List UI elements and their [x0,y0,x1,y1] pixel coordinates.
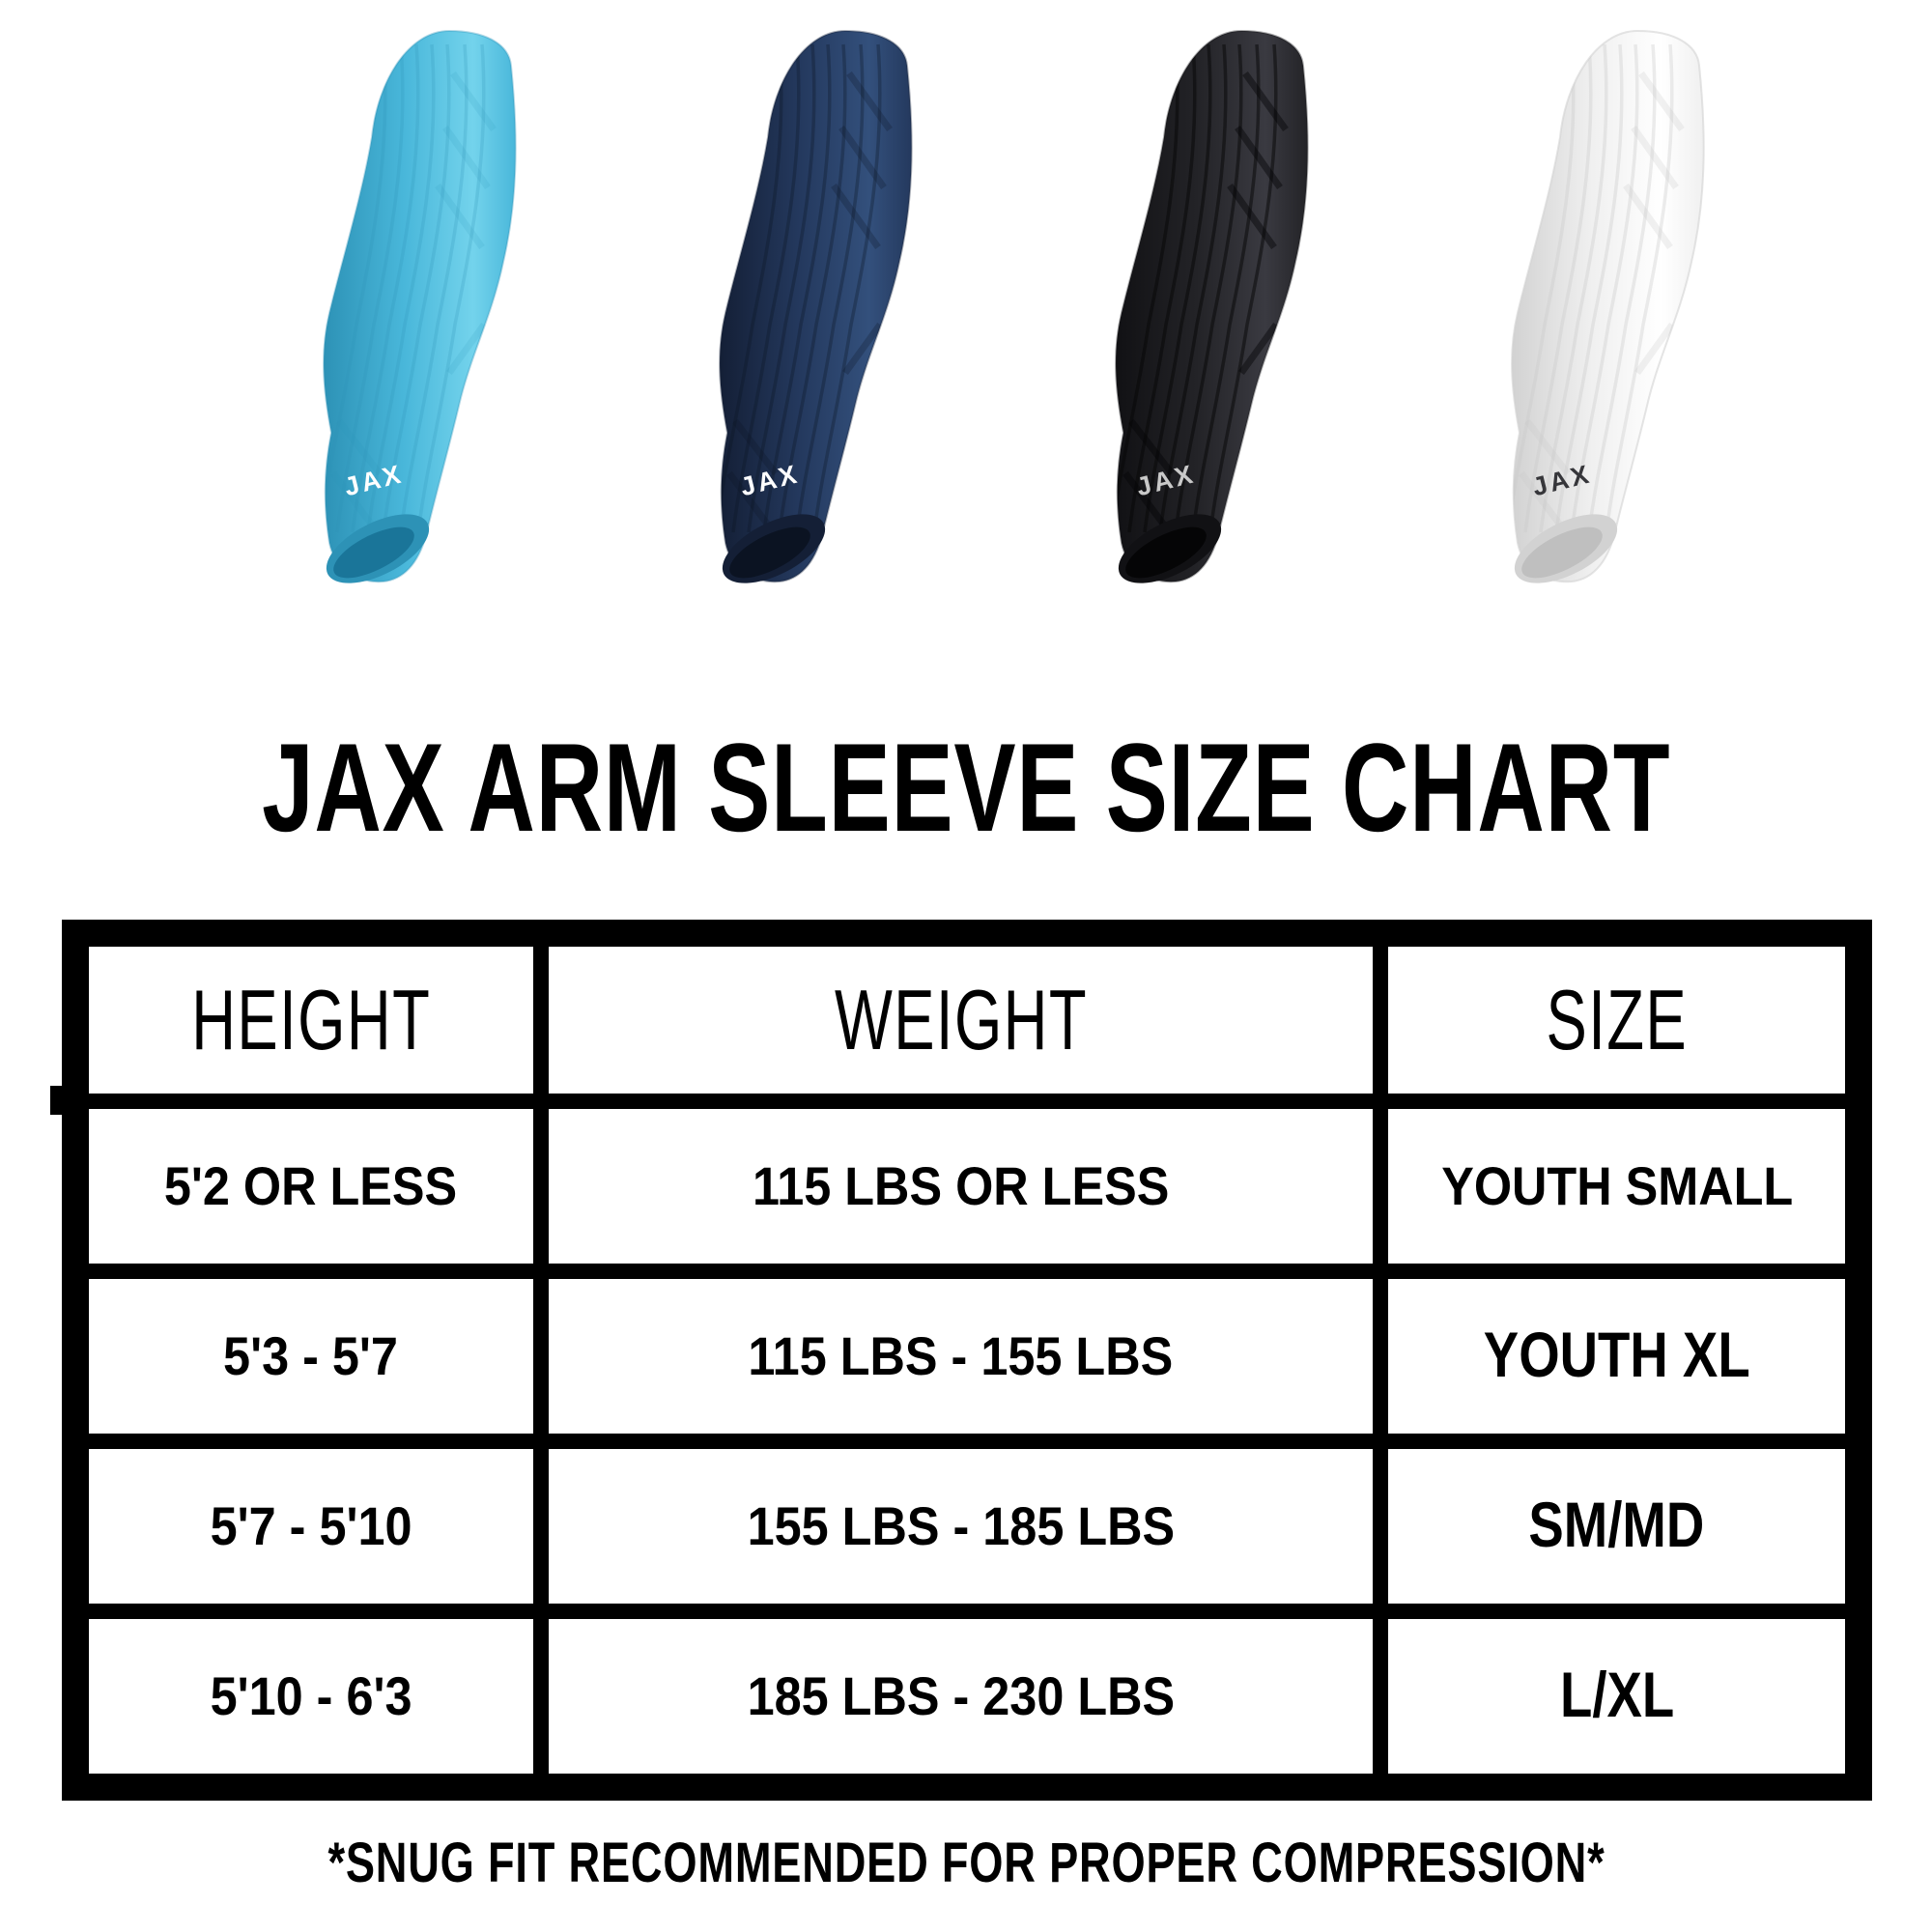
cell-row3-weight: 155 LBS - 185 LBS [548,1449,1374,1604]
cell-row4-weight: 185 LBS - 230 LBS [548,1619,1374,1774]
sleeve-body [323,29,517,583]
header-cell-weight: WEIGHT [548,947,1374,1094]
height-value: 5'2 OR LESS [164,1155,458,1216]
footnote-text: *SNUG FIT RECOMMENDED FOR PROPER COMPRES… [327,1832,1605,1894]
weight-value: 185 LBS - 230 LBS [747,1665,1175,1726]
rib-texture [1512,43,1674,533]
cuff-opening-interior [333,526,414,579]
size-value: YOUTH SMALL [1440,1155,1793,1216]
chevron-texture [330,71,497,530]
column-header-label: WEIGHT [834,972,1088,1067]
footnote: *SNUG FIT RECOMMENDED FOR PROPER COMPRES… [0,1835,1932,1891]
header-cell-height: HEIGHT [89,947,533,1094]
cell-row2-weight: 115 LBS - 155 LBS [548,1279,1374,1434]
sleeve-body [719,29,913,583]
weight-value: 115 LBS - 155 LBS [748,1325,1174,1386]
column-header-label: SIZE [1546,972,1689,1067]
header-cell-size: SIZE [1388,947,1845,1094]
arm-sleeve-image-navy: JAX [719,29,913,583]
height-value: 5'3 - 5'7 [223,1325,399,1386]
table-left-edge-mark [50,1086,66,1115]
rib-texture [324,43,486,533]
weight-value: 115 LBS OR LESS [752,1155,1170,1216]
rib-texture [1116,43,1278,533]
page-title-text: JAX ARM SLEEVE SIZE CHART [261,717,1671,858]
cell-row1-size: YOUTH SMALL [1388,1109,1845,1264]
height-value: 5'10 - 6'3 [210,1665,412,1726]
arm-sleeve-image-light-blue: JAX [323,29,517,583]
sleeve-body [1511,29,1705,583]
cell-row4-size: L/XL [1388,1619,1845,1774]
arm-sleeve-image-white: JAX [1511,29,1705,583]
cell-row4-height: 5'10 - 6'3 [89,1619,533,1774]
cell-row1-weight: 115 LBS OR LESS [548,1109,1374,1264]
cell-row2-size: YOUTH XL [1388,1279,1845,1434]
size-value: L/XL [1559,1660,1674,1732]
height-value: 5'7 - 5'10 [210,1495,412,1556]
size-chart-table: HEIGHT WEIGHT SIZE 5'2 OR LESS 115 LBS O… [62,920,1872,1801]
rib-texture [720,43,882,533]
cell-row1-height: 5'2 OR LESS [89,1109,533,1264]
page-title: JAX ARM SLEEVE SIZE CHART [0,724,1932,850]
product-images-row: JAX [0,0,1932,657]
column-header-label: HEIGHT [190,972,431,1067]
cuff-opening-interior [729,526,810,579]
arm-sleeve-image-black: JAX [1115,29,1309,583]
cell-row3-size: SM/MD [1388,1449,1845,1604]
size-value: YOUTH XL [1483,1320,1750,1392]
weight-value: 155 LBS - 185 LBS [747,1495,1175,1556]
cuff-opening-interior [1521,526,1603,579]
sleeve-body [1115,29,1309,583]
cell-row2-height: 5'3 - 5'7 [89,1279,533,1434]
cell-row3-height: 5'7 - 5'10 [89,1449,533,1604]
size-value: SM/MD [1528,1490,1705,1562]
cuff-opening-interior [1125,526,1207,579]
